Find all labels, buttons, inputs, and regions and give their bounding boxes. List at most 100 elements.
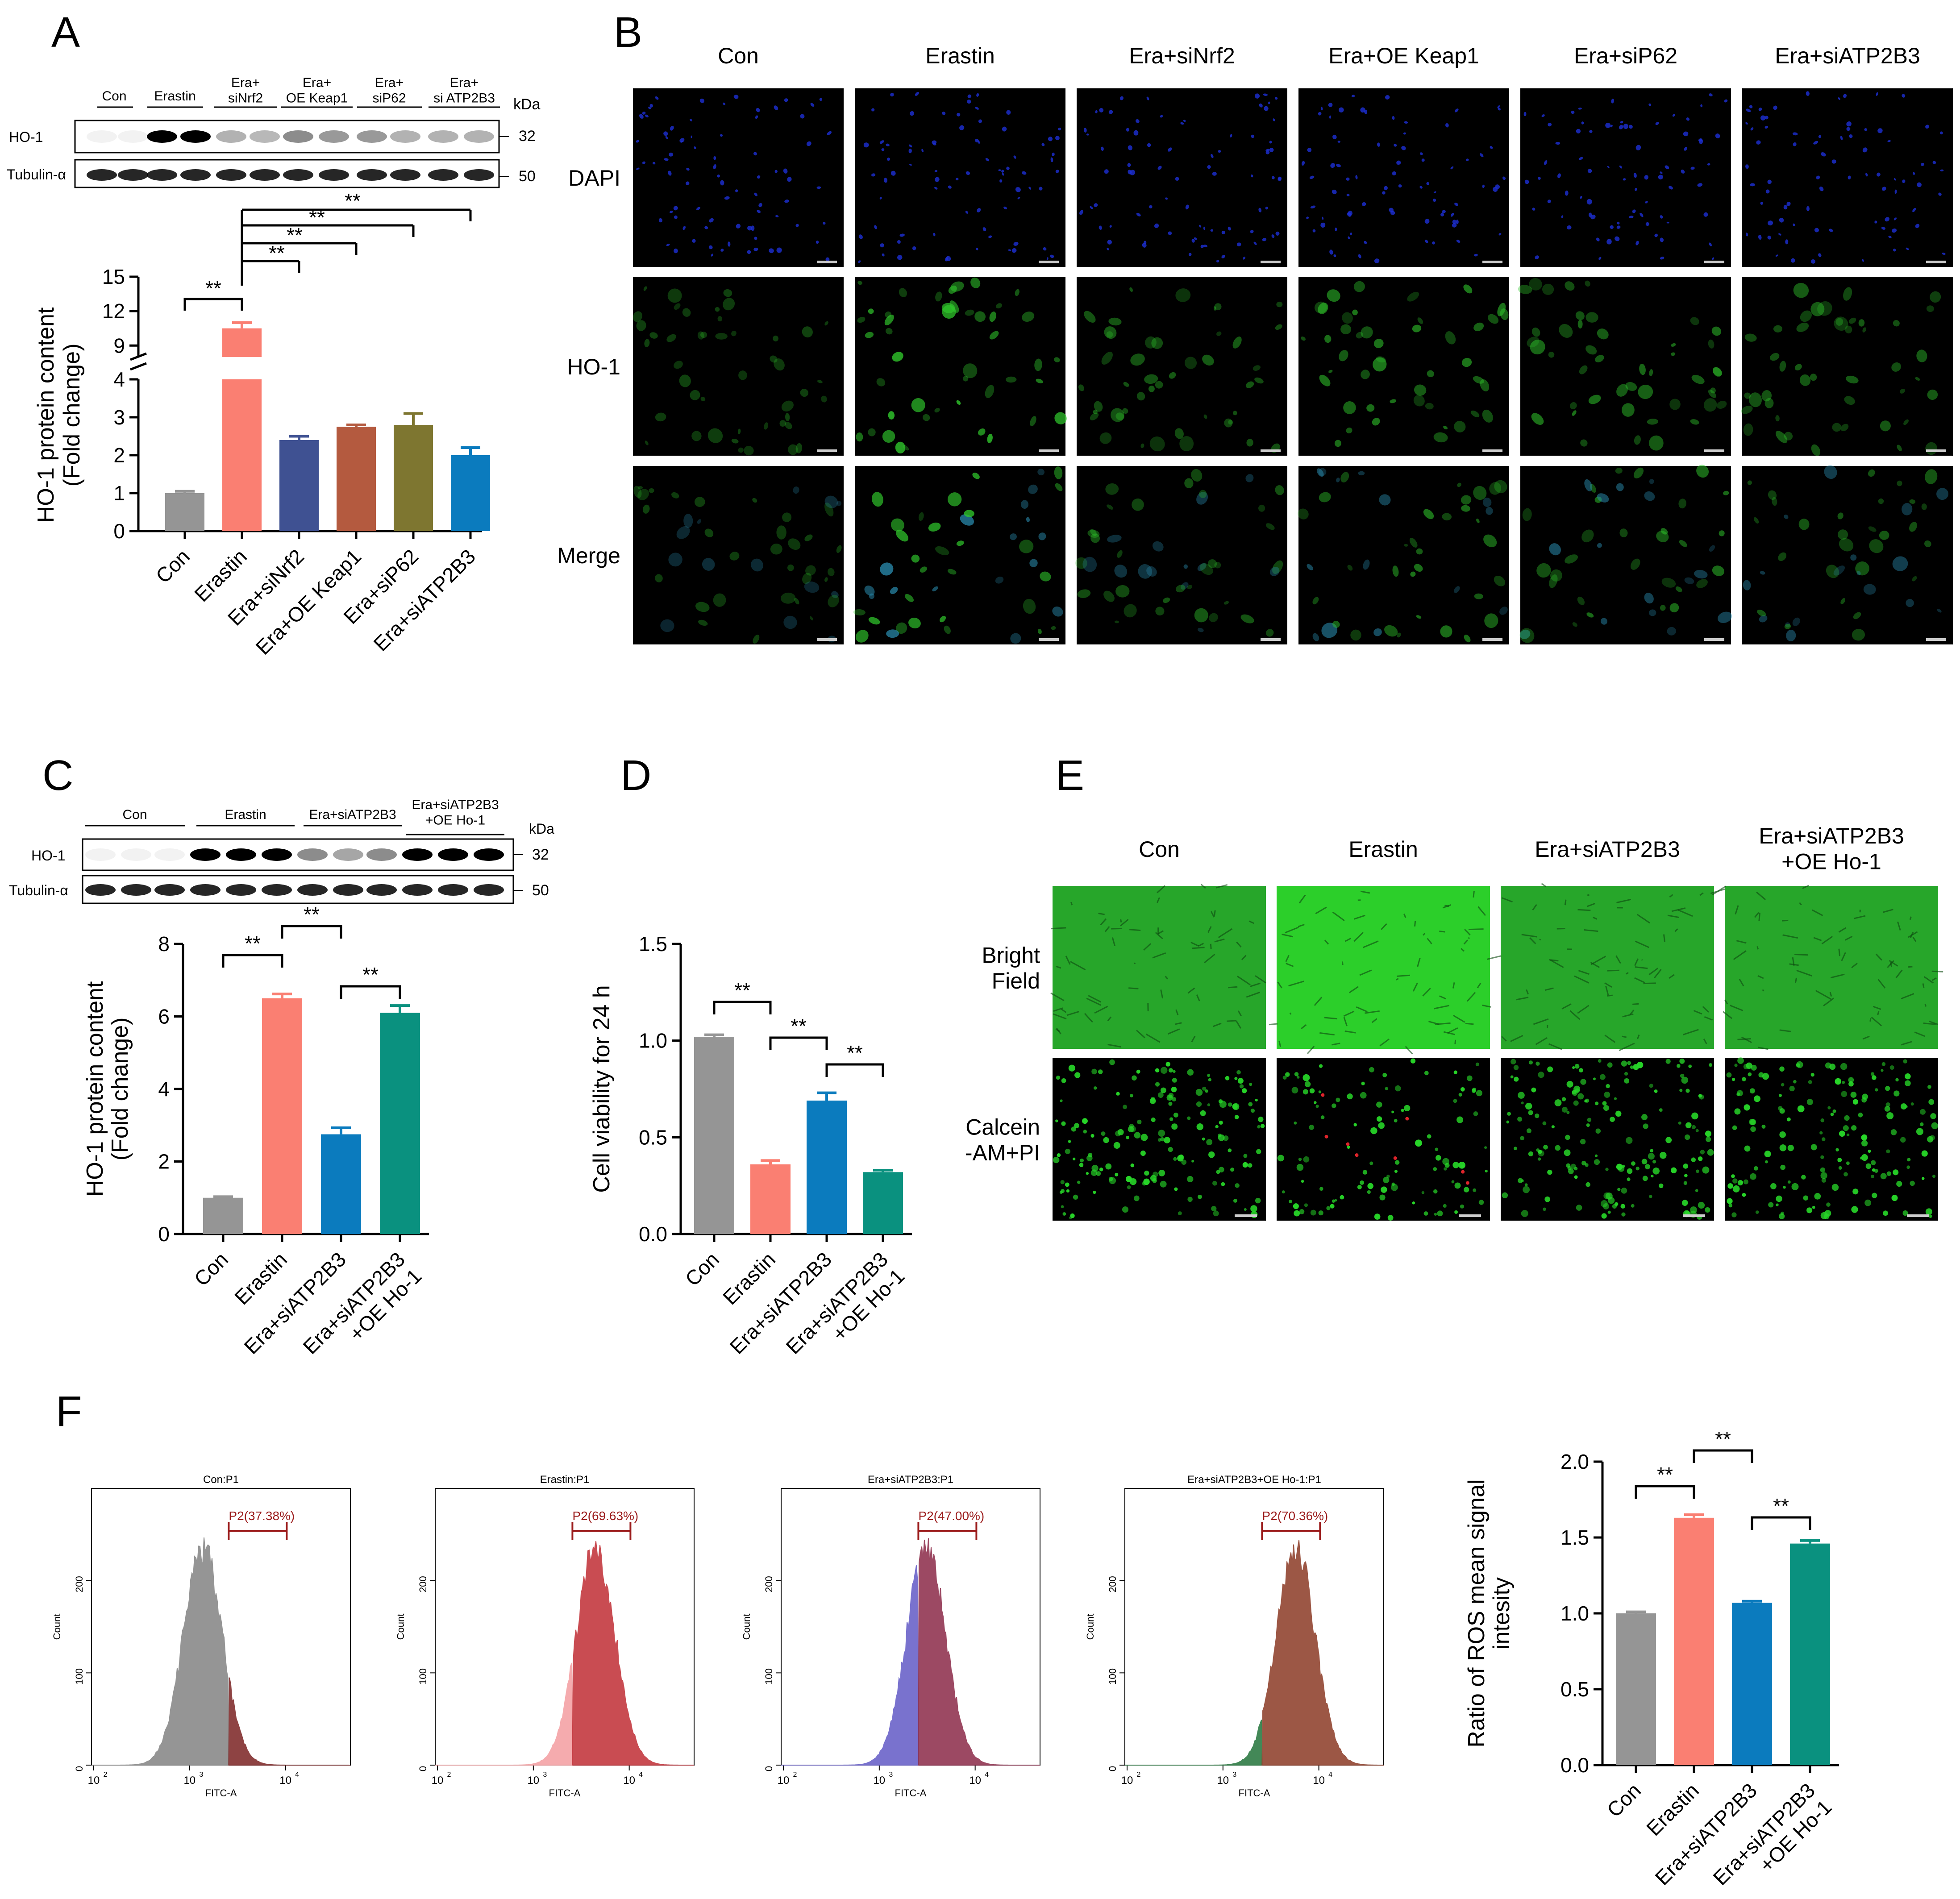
- cell-mark: [1433, 432, 1448, 443]
- cell-mark: [1575, 311, 1585, 320]
- cell-mark: [805, 565, 816, 576]
- cell-mark: [1482, 498, 1492, 507]
- panel-b-column-label: Erastin: [925, 43, 995, 68]
- cell-mark: [1902, 179, 1906, 183]
- x-tick-label: Con: [1602, 1778, 1645, 1821]
- live-cell: [1158, 1092, 1164, 1098]
- live-cell: [1825, 1062, 1831, 1069]
- cell-outline: [1324, 939, 1329, 945]
- cell-mark: [1377, 142, 1380, 147]
- cell-mark: [1913, 172, 1915, 175]
- live-cell: [1434, 1213, 1437, 1216]
- live-cell: [1165, 1062, 1170, 1067]
- live-cell: [1528, 1060, 1533, 1065]
- cell-outline: [1544, 987, 1554, 991]
- cell-mark: [1615, 236, 1620, 241]
- live-cell: [1296, 1164, 1304, 1171]
- cell-mark: [942, 112, 946, 115]
- cell-mark: [1611, 99, 1615, 104]
- cell-mark: [922, 414, 930, 421]
- live-cell: [1728, 1204, 1732, 1208]
- cell-mark: [1806, 91, 1810, 96]
- live-cell: [1650, 1149, 1654, 1153]
- cell-mark: [1644, 175, 1648, 180]
- live-cell: [1742, 1193, 1746, 1197]
- cell-mark: [1132, 498, 1144, 511]
- cell-mark: [1527, 337, 1540, 348]
- cell-outline: [1070, 961, 1086, 971]
- live-cell: [1659, 1151, 1667, 1159]
- cell-outline: [1762, 989, 1764, 992]
- live-cell: [1460, 1204, 1464, 1209]
- blot-a-row-tubulin: Tubulin-α: [7, 166, 66, 183]
- cell-mark: [728, 241, 731, 247]
- panel-e-column-label-line: +OE Ho-1: [1781, 849, 1881, 874]
- cell-outline: [1107, 1016, 1112, 1022]
- live-cell: [1705, 1130, 1712, 1137]
- cell-mark: [1885, 217, 1889, 222]
- cell-mark: [1022, 312, 1035, 322]
- cell-mark: [1580, 195, 1582, 199]
- live-cell: [1665, 1059, 1671, 1064]
- cell-outline: [1635, 940, 1649, 948]
- cell-mark: [1748, 392, 1762, 407]
- micrograph-panel: [1077, 277, 1287, 456]
- significance-label: **: [791, 1014, 807, 1038]
- scale-bar: [1482, 449, 1502, 452]
- cell-outline: [1838, 948, 1841, 956]
- cell-mark: [1779, 361, 1786, 372]
- blot-a-tubulin-band: [390, 169, 420, 181]
- live-cell: [1691, 1157, 1696, 1162]
- live-cell: [1168, 1101, 1173, 1106]
- cell-outline: [1829, 992, 1832, 997]
- blot-c-ho1-band: [333, 848, 363, 861]
- cell-mark: [1669, 399, 1681, 410]
- blot-c-kda-label: kDa: [529, 821, 554, 837]
- blot-a-ho1-band: [250, 130, 280, 143]
- cell-mark: [1600, 618, 1607, 625]
- cell-mark: [1853, 612, 1861, 619]
- cell-mark: [637, 489, 649, 500]
- live-cell: [1734, 1108, 1741, 1115]
- live-cell: [1055, 1119, 1058, 1122]
- histogram-y-label: Count: [395, 1614, 406, 1640]
- cell-mark: [1322, 216, 1324, 220]
- live-cell: [1932, 1174, 1936, 1178]
- live-cell: [1072, 1157, 1076, 1161]
- cell-mark: [795, 443, 803, 453]
- cell-outline: [1724, 999, 1728, 1005]
- cell-outline: [1733, 950, 1747, 960]
- cell-mark: [1712, 367, 1722, 377]
- live-cell: [1404, 1105, 1411, 1112]
- histogram-x-label: FITC-A: [1239, 1787, 1270, 1799]
- cell-mark: [1417, 317, 1423, 324]
- cell-outline: [1477, 906, 1486, 916]
- live-cell: [1128, 1126, 1134, 1133]
- live-cell: [1683, 1164, 1689, 1169]
- cell-mark: [965, 171, 970, 175]
- cell-mark: [1719, 530, 1725, 536]
- cell-mark: [1221, 255, 1225, 258]
- histogram-x-tick-label: 10: [88, 1774, 100, 1787]
- live-cell: [1475, 1062, 1479, 1066]
- histogram-x-tick-exponent: 2: [447, 1771, 451, 1778]
- live-cell: [1577, 1093, 1584, 1100]
- cell-outline: [1307, 1046, 1315, 1054]
- cell-mark: [903, 445, 909, 451]
- cell-mark: [1759, 615, 1768, 623]
- cell-mark: [1335, 227, 1337, 232]
- cell-mark: [774, 358, 785, 371]
- cell-mark: [780, 592, 796, 604]
- live-cell: [1572, 1066, 1575, 1069]
- panel-b-image-grid: Con Erastin Era+siNrf2 Era+OE Keap1 Era+siP6…: [557, 43, 1953, 644]
- cell-mark: [1197, 627, 1204, 632]
- cell-mark: [855, 630, 869, 643]
- live-cell: [1761, 1124, 1766, 1129]
- cell-mark: [1052, 606, 1063, 617]
- cell-mark: [1269, 567, 1280, 576]
- live-cell: [1928, 1099, 1935, 1105]
- live-cell: [1679, 1058, 1685, 1064]
- cell-outline: [1353, 914, 1365, 920]
- histogram-title: Con:P1: [203, 1474, 239, 1486]
- cell-mark: [1126, 128, 1130, 132]
